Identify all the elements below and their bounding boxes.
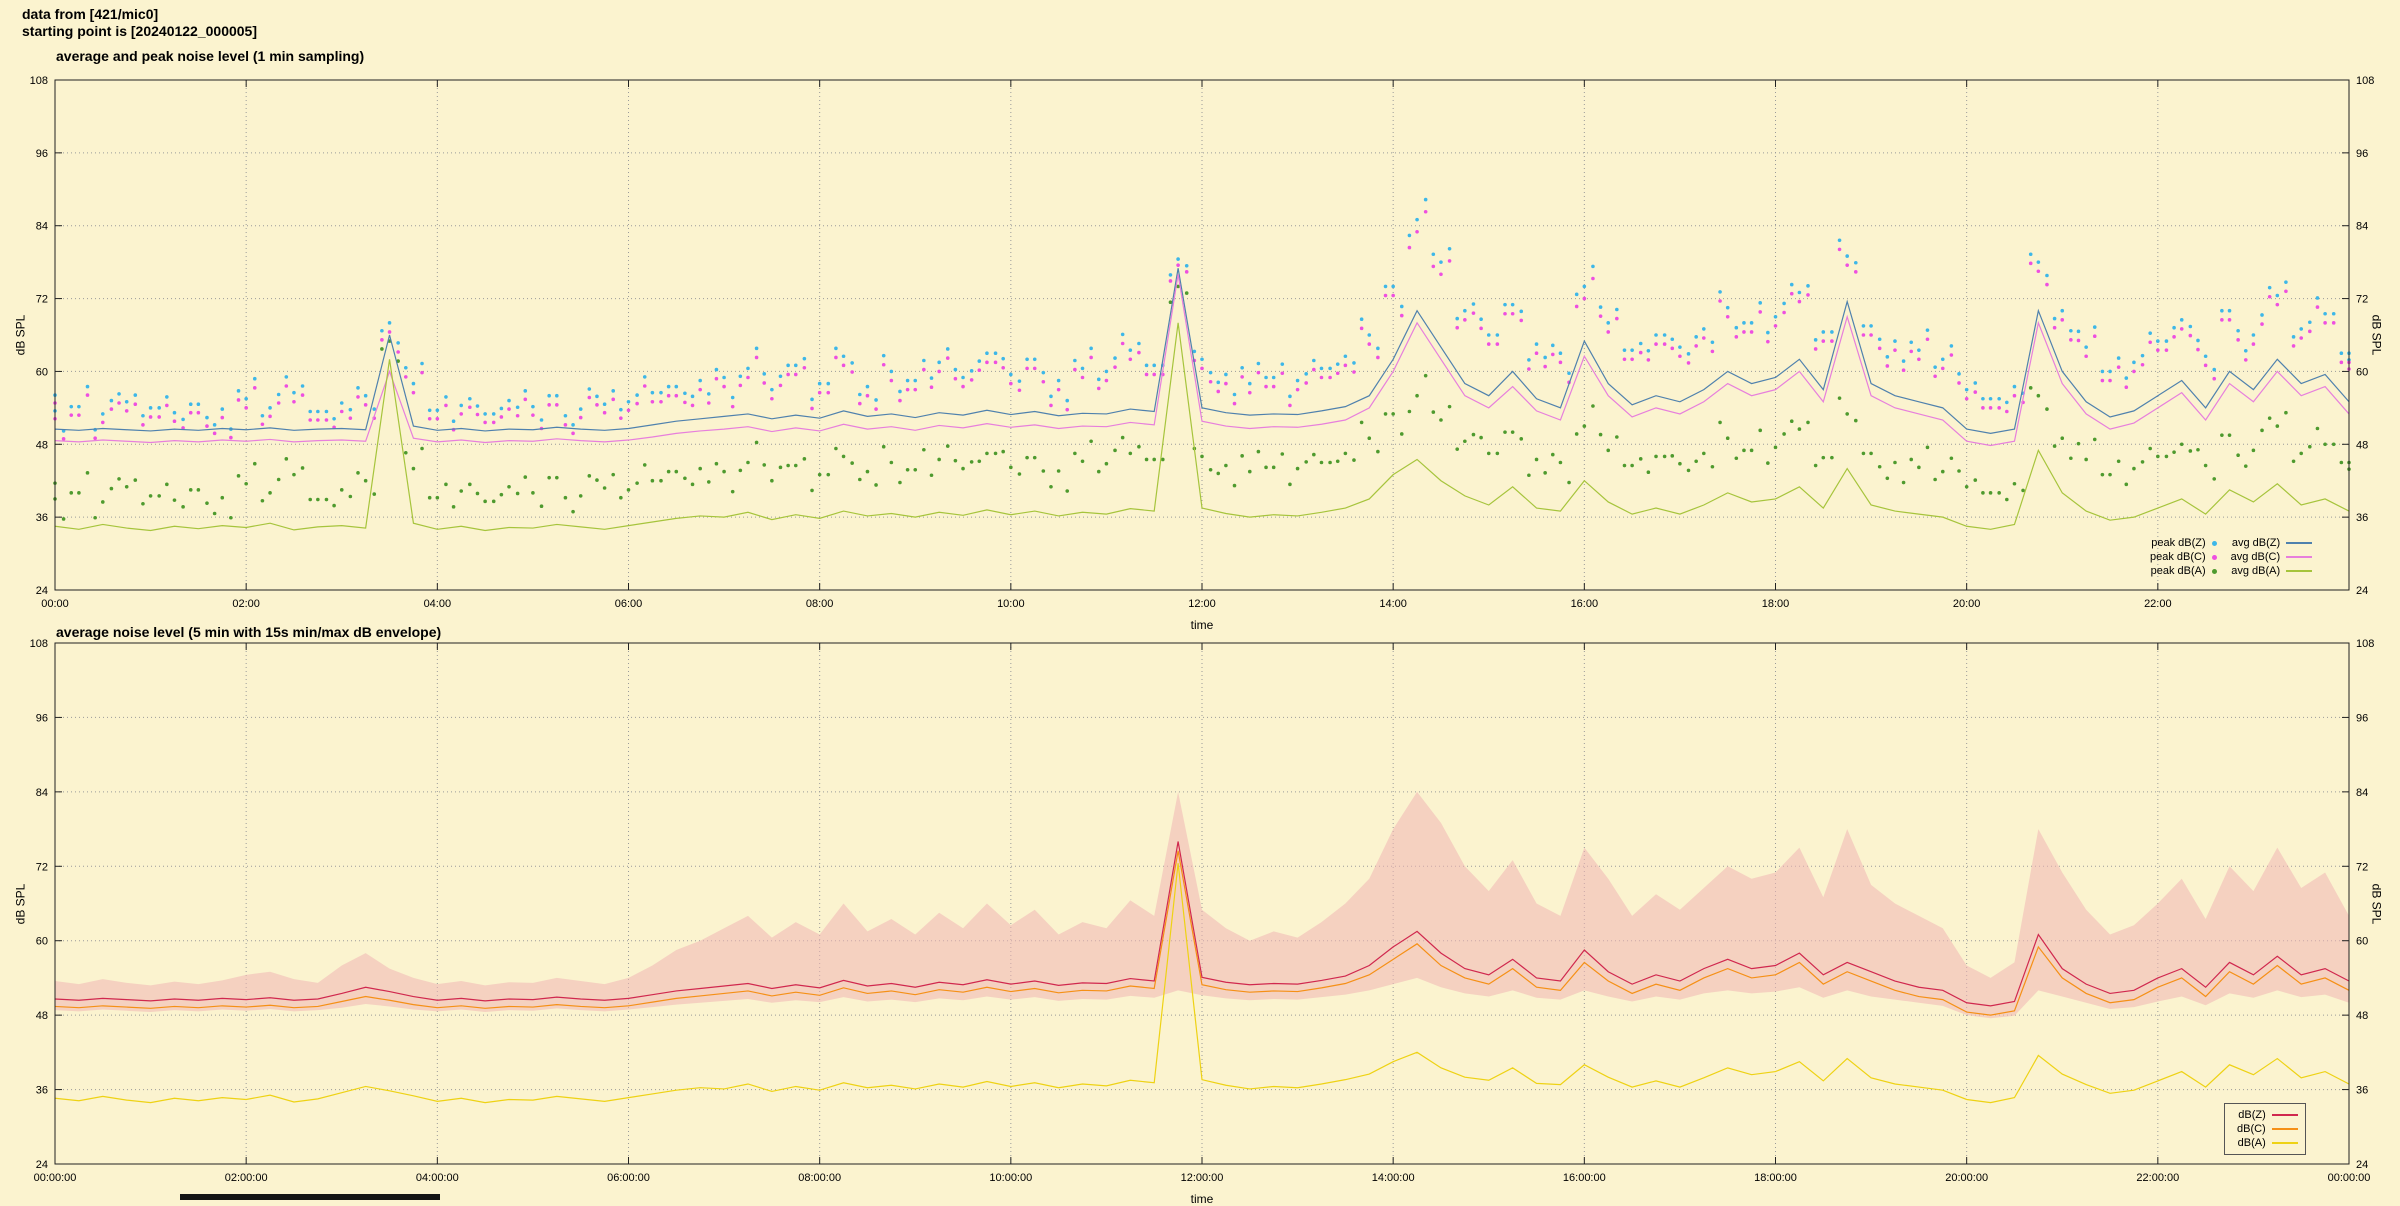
svg-text:04:00: 04:00	[424, 598, 452, 610]
svg-text:48: 48	[2356, 439, 2368, 451]
svg-text:10:00: 10:00	[997, 598, 1025, 610]
bottom-chart-ylabel-left: dB SPL	[13, 883, 28, 925]
legend-entry-dba: dB(A)	[2237, 1136, 2298, 1150]
svg-text:36: 36	[36, 1085, 48, 1097]
svg-text:24: 24	[2356, 585, 2368, 597]
svg-text:108: 108	[2356, 75, 2374, 87]
svg-text:60: 60	[2356, 366, 2368, 378]
svg-text:12:00: 12:00	[1188, 598, 1216, 610]
svg-text:22:00: 22:00	[2144, 598, 2172, 610]
svg-text:12:00:00: 12:00:00	[1181, 1172, 1224, 1184]
top-chart-title: average and peak noise level (1 min samp…	[56, 48, 365, 64]
top-chart: average and peak noise level (1 min samp…	[0, 44, 2400, 644]
svg-text:02:00: 02:00	[232, 598, 260, 610]
svg-text:84: 84	[2356, 787, 2368, 799]
svg-text:96: 96	[2356, 148, 2368, 160]
svg-text:24: 24	[36, 585, 48, 597]
legend-entry-peak-dba: peak dB(A)	[2150, 564, 2217, 578]
header-source-line: data from [421/mic0]	[22, 6, 159, 22]
svg-text:84: 84	[36, 787, 48, 799]
bottom-edge-artifact	[180, 1194, 440, 1200]
svg-text:24: 24	[36, 1159, 48, 1171]
svg-text:48: 48	[36, 1010, 48, 1022]
svg-text:72: 72	[36, 861, 48, 873]
dba-marker-icon	[2271, 1142, 2298, 1144]
svg-text:24: 24	[2356, 1159, 2368, 1171]
svg-text:48: 48	[36, 439, 48, 451]
header: data from [421/mic0] starting point is […	[22, 6, 257, 40]
legend-entry-avg-dba: avg dB(A)	[2231, 564, 2313, 578]
dbc-marker-icon	[2271, 1128, 2298, 1130]
svg-text:96: 96	[2356, 712, 2368, 724]
legend-entry-dbc: dB(C)	[2237, 1122, 2298, 1136]
svg-text:96: 96	[36, 148, 48, 160]
top-chart-xlabel: time	[1190, 618, 1214, 632]
top-legend-avg-column: avg dB(Z) avg dB(C) avg dB(A)	[2231, 536, 2313, 578]
bottom-chart: average noise level (5 min with 15s min/…	[0, 624, 2400, 1206]
svg-text:72: 72	[2356, 861, 2368, 873]
svg-text:06:00: 06:00	[615, 598, 643, 610]
legend-entry-peak-dbc: peak dB(C)	[2150, 550, 2217, 564]
svg-text:108: 108	[30, 75, 48, 87]
svg-text:14:00: 14:00	[1379, 598, 1407, 610]
svg-text:04:00:00: 04:00:00	[416, 1172, 459, 1184]
svg-text:14:00:00: 14:00:00	[1372, 1172, 1415, 1184]
svg-text:16:00: 16:00	[1571, 598, 1599, 610]
svg-text:84: 84	[36, 221, 48, 233]
svg-text:22:00:00: 22:00:00	[2136, 1172, 2179, 1184]
top-chart-ylabel-left: dB SPL	[13, 314, 28, 356]
svg-text:36: 36	[2356, 1085, 2368, 1097]
svg-text:60: 60	[36, 936, 48, 948]
svg-text:96: 96	[36, 712, 48, 724]
svg-text:10:00:00: 10:00:00	[989, 1172, 1032, 1184]
svg-text:20:00:00: 20:00:00	[1945, 1172, 1988, 1184]
legend-entry-avg-dbz: avg dB(Z)	[2231, 536, 2313, 550]
bottom-chart-ylabel-right: dB SPL	[2369, 883, 2384, 925]
svg-text:60: 60	[36, 366, 48, 378]
dbz-marker-icon	[2271, 1114, 2298, 1116]
avg-dbz-marker-icon	[2286, 542, 2313, 544]
header-start-line: starting point is [20240122_000005]	[22, 23, 258, 39]
legend-entry-avg-dbc: avg dB(C)	[2231, 550, 2313, 564]
svg-text:72: 72	[2356, 294, 2368, 306]
svg-text:36: 36	[36, 512, 48, 524]
svg-text:16:00:00: 16:00:00	[1563, 1172, 1606, 1184]
svg-text:60: 60	[2356, 936, 2368, 948]
peak-dba-marker-icon	[2211, 568, 2217, 574]
svg-text:72: 72	[36, 294, 48, 306]
bottom-chart-title: average noise level (5 min with 15s min/…	[56, 624, 442, 640]
svg-text:00:00:00: 00:00:00	[34, 1172, 77, 1184]
svg-text:00:00: 00:00	[41, 598, 69, 610]
peak-dbc-marker-icon	[2211, 554, 2217, 560]
svg-text:08:00:00: 08:00:00	[798, 1172, 841, 1184]
peak-dbz-marker-icon	[2211, 540, 2217, 546]
top-legend-peak-column: peak dB(Z) peak dB(C) peak dB(A)	[2150, 536, 2217, 578]
svg-text:00:00:00: 00:00:00	[2328, 1172, 2371, 1184]
avg-dba-marker-icon	[2286, 570, 2313, 572]
svg-text:02:00:00: 02:00:00	[225, 1172, 268, 1184]
svg-text:36: 36	[2356, 512, 2368, 524]
svg-text:84: 84	[2356, 221, 2368, 233]
svg-text:48: 48	[2356, 1010, 2368, 1022]
svg-text:06:00:00: 06:00:00	[607, 1172, 650, 1184]
svg-text:108: 108	[30, 638, 48, 650]
bottom-chart-legend: dB(Z) dB(C) dB(A)	[2224, 1103, 2306, 1155]
top-chart-ylabel-right: dB SPL	[2369, 314, 2384, 356]
top-chart-canvas: 24 24 36 36 48 48 60 60 72 72 84 84 96 96 108 108 00:00 0…	[30, 75, 2375, 610]
bottom-chart-canvas: 24 24 36 36 48 48 60 60 72 72 84 84 96 96 108 108 00:00:…	[30, 638, 2375, 1184]
svg-text:18:00: 18:00	[1762, 598, 1790, 610]
top-chart-legend: peak dB(Z) peak dB(C) peak dB(A) avg dB(…	[2150, 536, 2313, 578]
legend-entry-dbz: dB(Z)	[2237, 1108, 2298, 1122]
svg-text:18:00:00: 18:00:00	[1754, 1172, 1797, 1184]
legend-entry-peak-dbz: peak dB(Z)	[2150, 536, 2217, 550]
svg-text:20:00: 20:00	[1953, 598, 1981, 610]
svg-text:08:00: 08:00	[806, 598, 834, 610]
svg-text:108: 108	[2356, 638, 2374, 650]
avg-dbc-marker-icon	[2286, 556, 2313, 558]
